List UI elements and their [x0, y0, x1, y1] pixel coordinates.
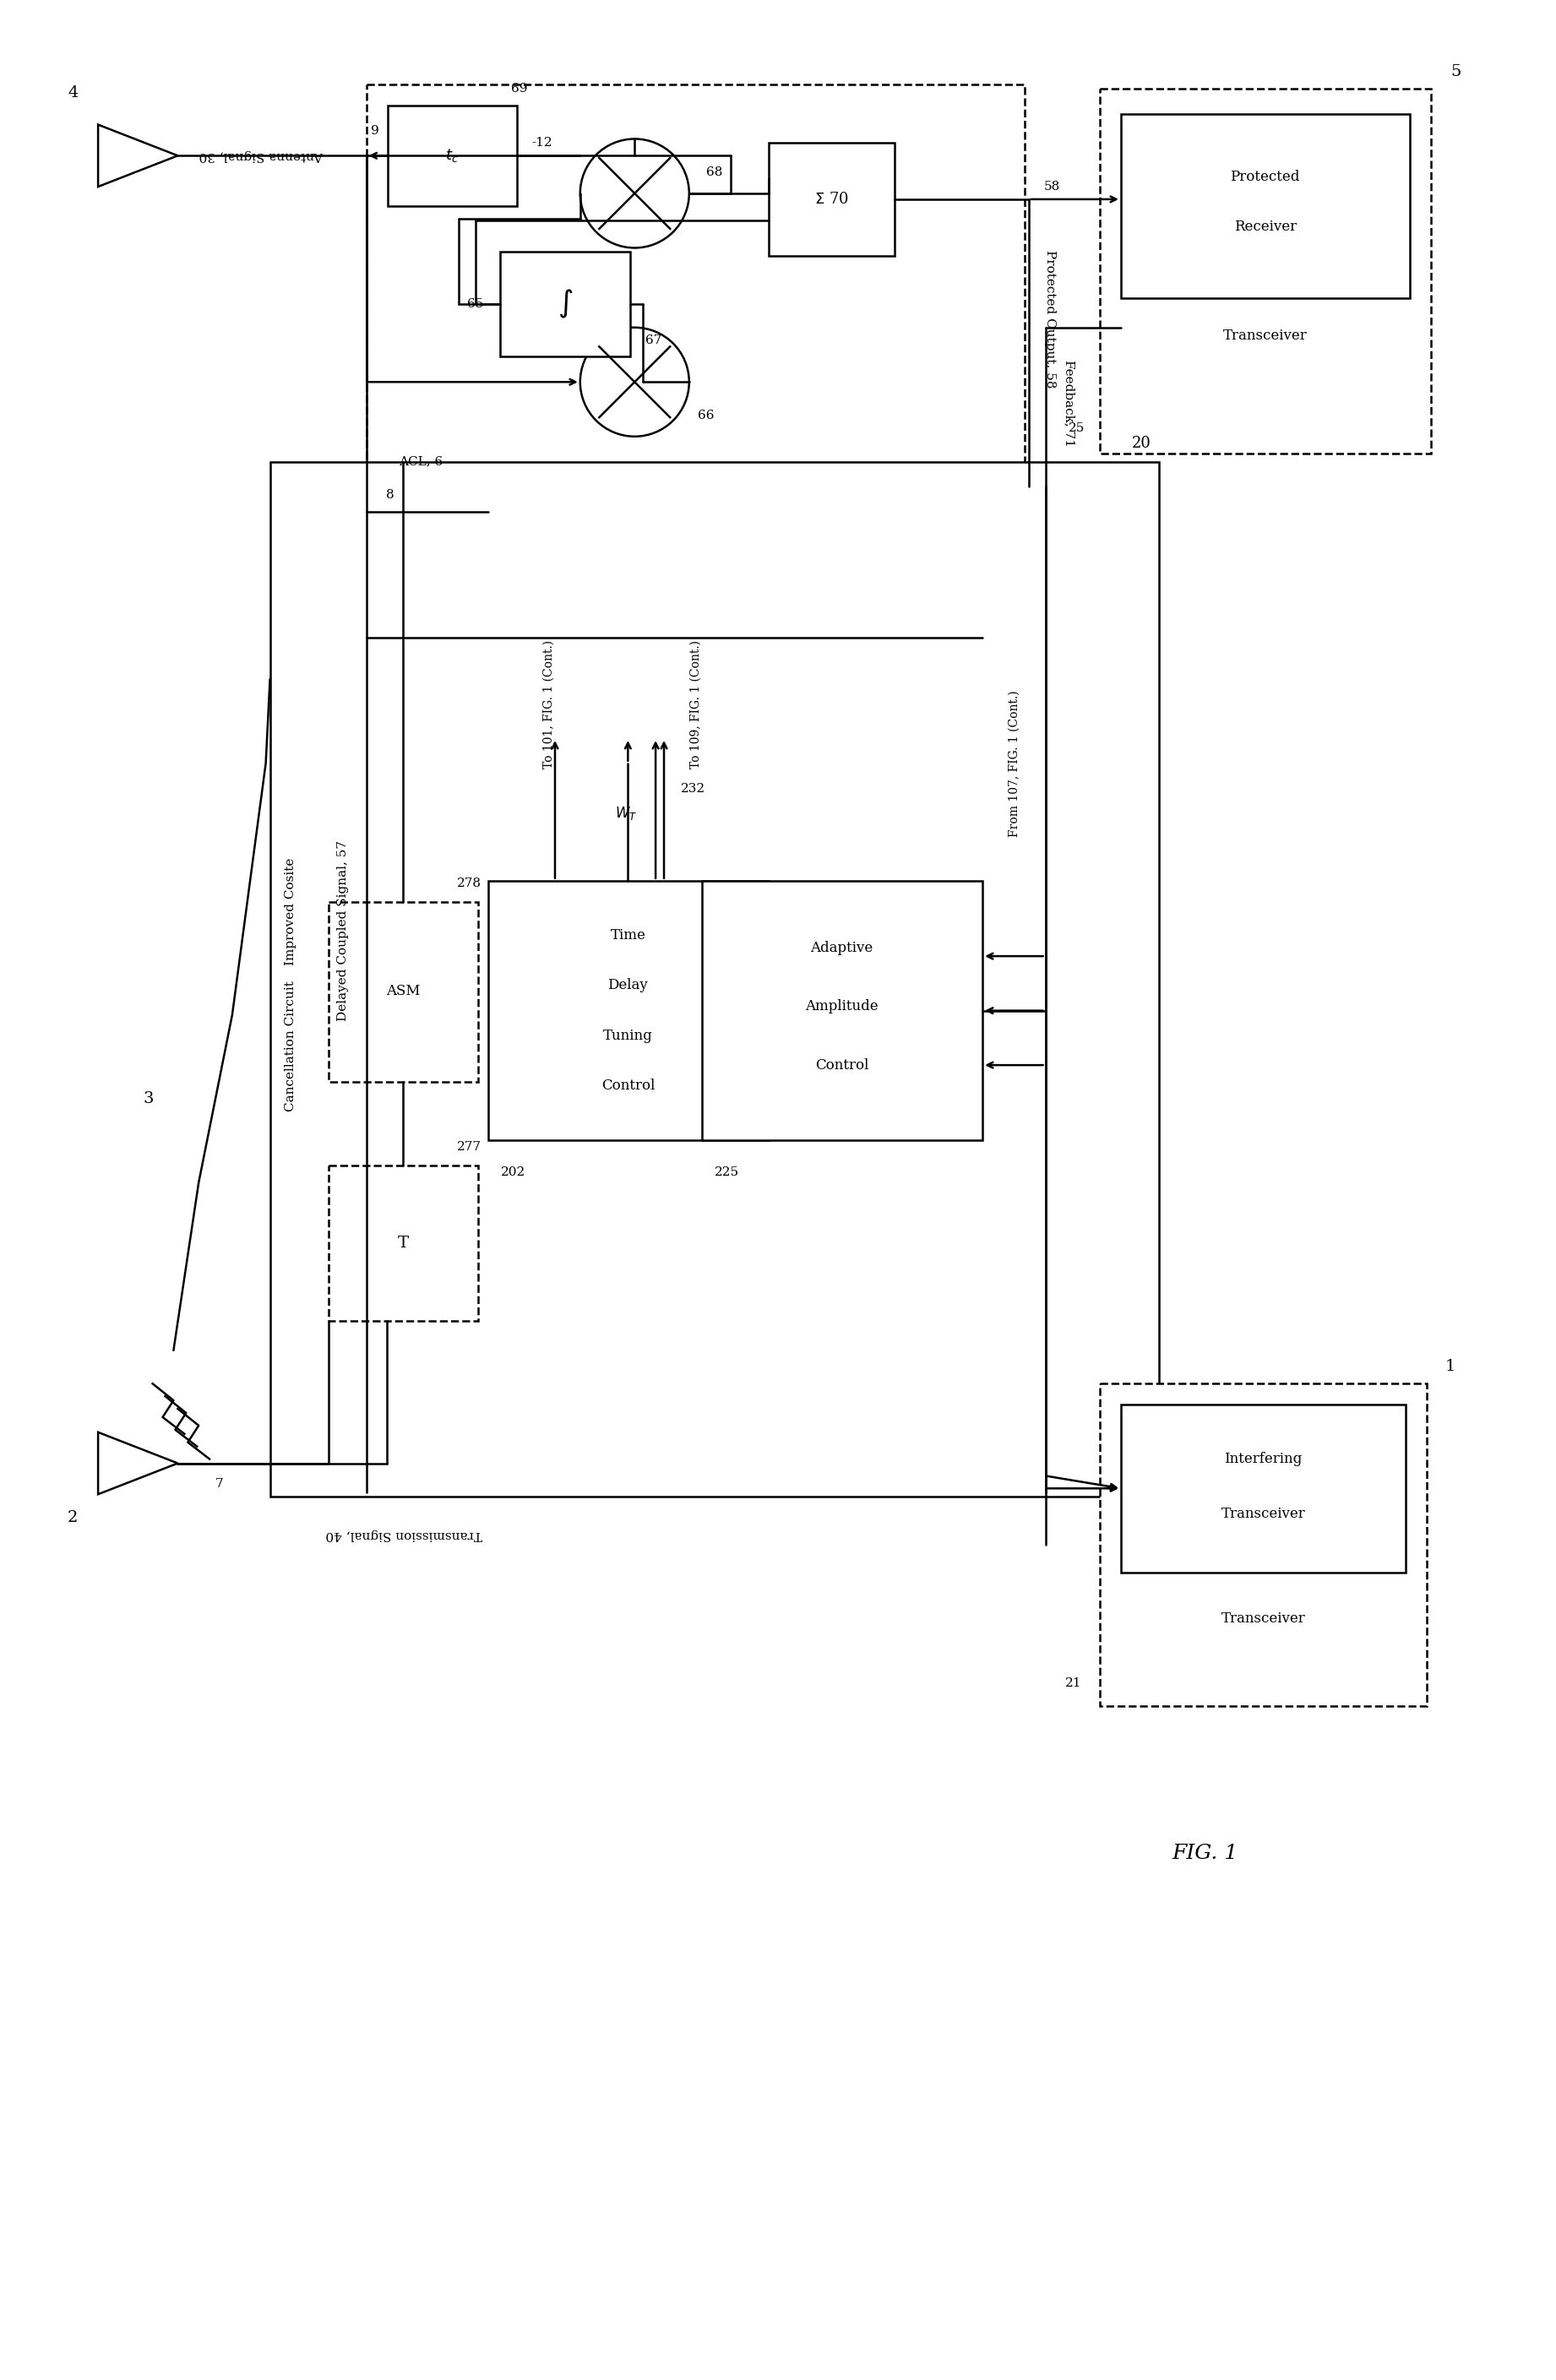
Text: 277: 277 [457, 1142, 482, 1154]
Text: From 107, FIG. 1 (Cont.): From 107, FIG. 1 (Cont.) [1008, 690, 1021, 838]
Text: Cancellation Circuit: Cancellation Circuit [285, 981, 297, 1111]
Text: To 101, FIG. 1 (Cont.): To 101, FIG. 1 (Cont.) [543, 640, 555, 769]
Text: 8: 8 [386, 490, 394, 502]
Text: ACL, 6: ACL, 6 [398, 455, 443, 466]
Bar [769, 143, 895, 257]
Bar [501, 252, 630, 357]
Text: -12: -12 [532, 138, 552, 150]
Bar [328, 1166, 478, 1321]
Text: Adaptive: Adaptive [811, 940, 873, 954]
Text: Interfering: Interfering [1225, 1452, 1302, 1466]
Text: 278: 278 [457, 878, 482, 890]
Text: 202: 202 [501, 1166, 526, 1178]
Bar [269, 462, 1159, 1497]
Text: Delayed Coupled Signal, 57: Delayed Coupled Signal, 57 [338, 840, 349, 1021]
Text: Tuning: Tuning [604, 1028, 654, 1042]
Text: Improved Cosite: Improved Cosite [285, 857, 297, 966]
Bar [1120, 1404, 1407, 1573]
Circle shape [580, 328, 689, 436]
Text: 20: 20 [1133, 436, 1151, 450]
Bar [1100, 88, 1432, 452]
Text: $\int$: $\int$ [557, 288, 573, 321]
Text: Protected: Protected [1231, 169, 1299, 183]
Text: Antenna Signal, 30: Antenna Signal, 30 [199, 150, 324, 162]
Text: ASM: ASM [386, 985, 420, 1000]
Text: Transceiver: Transceiver [1223, 328, 1307, 343]
Text: Delay: Delay [608, 978, 649, 992]
Bar [702, 881, 982, 1140]
Text: 21: 21 [1064, 1678, 1081, 1690]
Text: 58: 58 [1044, 181, 1060, 193]
Text: 66: 66 [697, 409, 714, 421]
Text: $t_c$: $t_c$ [445, 148, 459, 164]
Text: 3: 3 [143, 1090, 154, 1107]
Text: 1: 1 [1446, 1359, 1455, 1376]
Text: Control: Control [815, 1059, 868, 1073]
Text: Control: Control [601, 1078, 655, 1092]
Text: 68: 68 [706, 167, 722, 178]
Text: 4: 4 [68, 86, 78, 100]
Text: Protected Output, 58: Protected Output, 58 [1044, 250, 1055, 388]
Bar [489, 881, 769, 1140]
Text: $\Sigma$ 70: $\Sigma$ 70 [814, 193, 850, 207]
Bar [328, 902, 478, 1083]
Bar [366, 83, 1024, 488]
Text: FIG. 1: FIG. 1 [1172, 1842, 1237, 1864]
Text: Transceiver: Transceiver [1221, 1611, 1305, 1626]
Circle shape [580, 138, 689, 248]
Text: 7: 7 [216, 1478, 224, 1490]
Text: Transmission Signal, 40: Transmission Signal, 40 [325, 1528, 482, 1540]
Polygon shape [98, 124, 177, 186]
Text: Time: Time [610, 928, 646, 942]
Text: 225: 225 [714, 1166, 739, 1178]
Text: To 109, FIG. 1 (Cont.): To 109, FIG. 1 (Cont.) [689, 640, 702, 769]
Bar [1100, 1383, 1427, 1706]
Text: Transceiver: Transceiver [1221, 1507, 1305, 1521]
Text: 65: 65 [467, 298, 484, 309]
Text: T: T [398, 1235, 409, 1250]
Text: Amplitude: Amplitude [804, 1000, 878, 1014]
Text: Receiver: Receiver [1234, 219, 1296, 233]
Text: 67: 67 [646, 333, 663, 345]
Text: 2: 2 [68, 1511, 78, 1526]
Text: 232: 232 [682, 783, 705, 795]
Text: 5: 5 [1452, 64, 1461, 79]
Bar [387, 105, 517, 207]
Text: Feedback, 71: Feedback, 71 [1063, 359, 1075, 447]
Text: 9: 9 [370, 124, 378, 136]
Text: 69: 69 [510, 83, 527, 95]
Polygon shape [98, 1433, 177, 1495]
Text: 25: 25 [1069, 421, 1085, 433]
Text: $W_T$: $W_T$ [615, 804, 638, 821]
Bar [1120, 114, 1410, 298]
